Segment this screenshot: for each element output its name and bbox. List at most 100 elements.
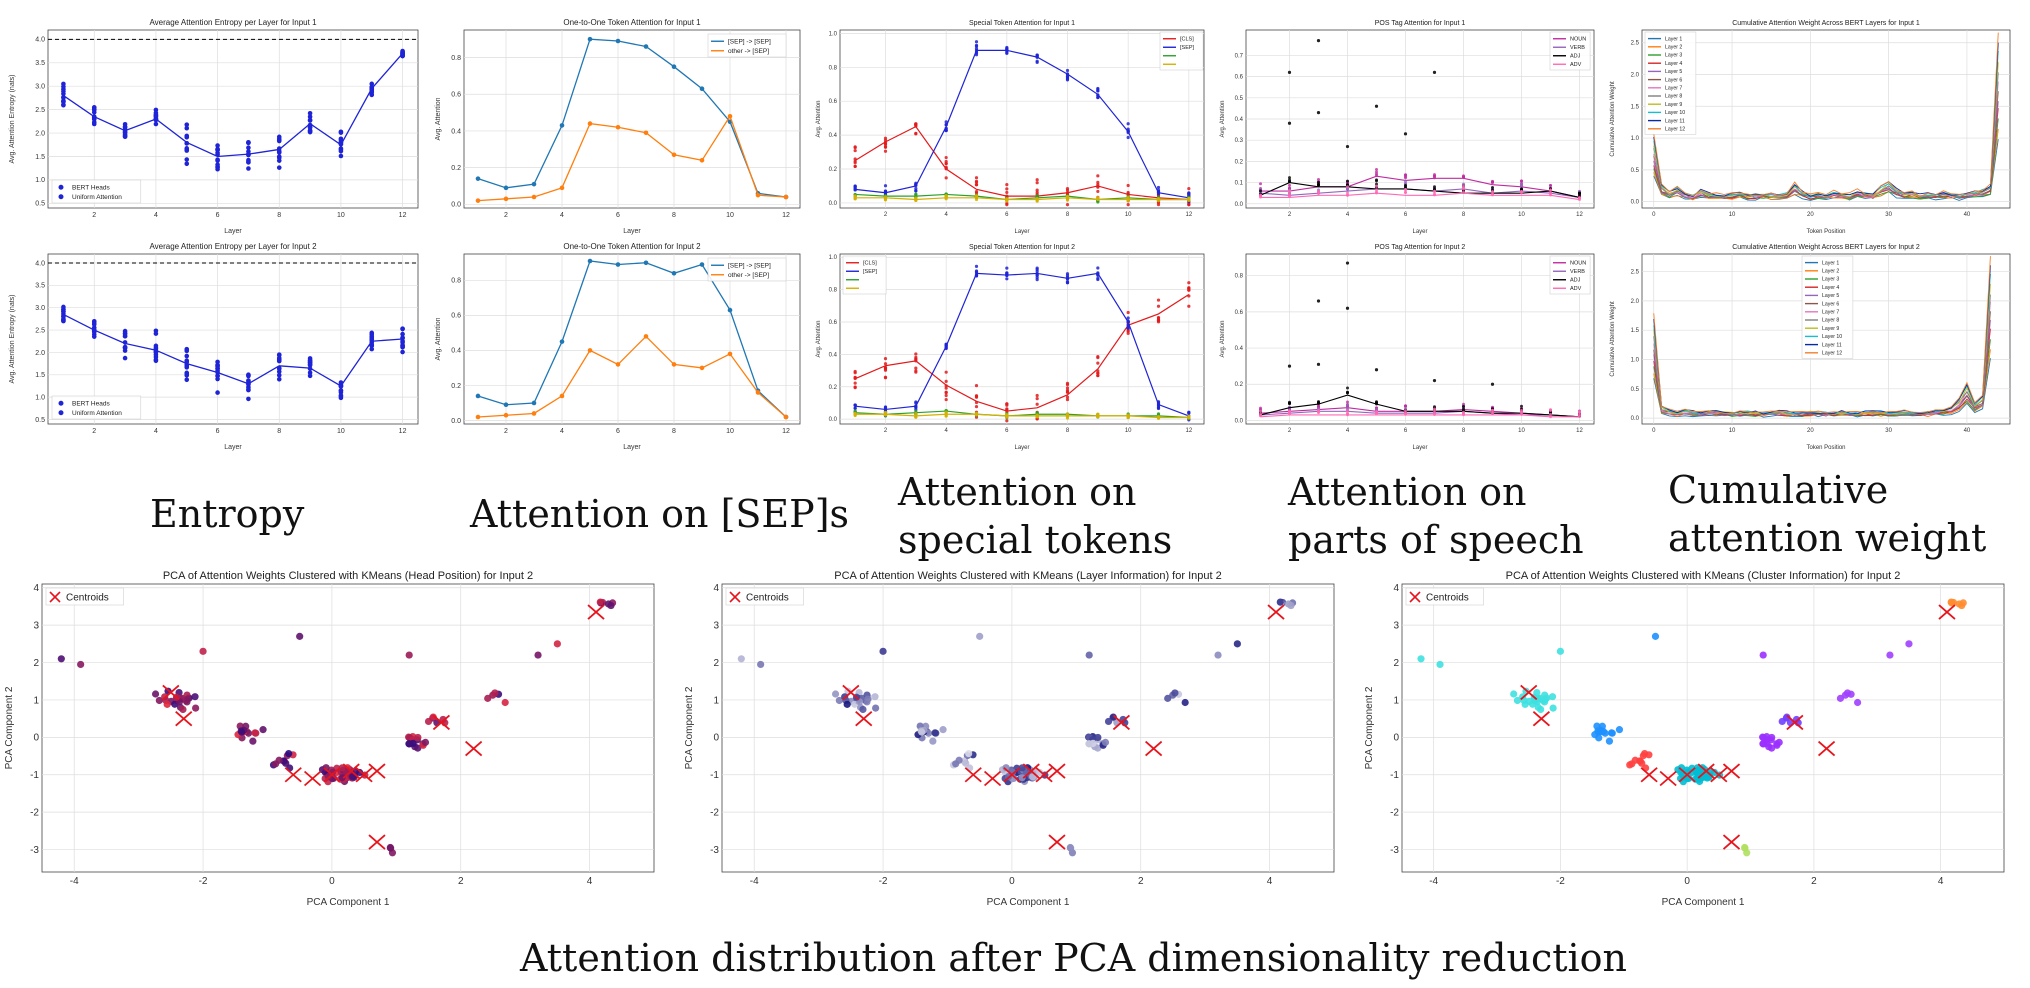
- mean-entropy-line: [63, 313, 403, 387]
- data-point: [531, 181, 537, 187]
- x-axis-label: Layer: [623, 444, 641, 451]
- y-axis-label: Avg. Attention: [1220, 101, 1226, 138]
- head-point: [883, 136, 888, 140]
- x-tick-label: 2: [92, 428, 96, 435]
- y-tick-label: 1.0: [35, 394, 45, 401]
- data-point: [503, 196, 509, 202]
- y-tick-label: -3: [1390, 845, 1399, 856]
- pca-point: [1521, 700, 1529, 708]
- x-tick-label: 8: [277, 428, 281, 435]
- layer-line: [1653, 256, 1991, 414]
- legend-label: [SEP] -> [SEP]: [728, 38, 771, 45]
- legend-label: Layer 7: [1665, 86, 1682, 92]
- pca-point: [872, 704, 880, 712]
- head-point: [914, 411, 918, 416]
- head-point: [944, 129, 948, 133]
- head-point: [914, 400, 918, 404]
- head-point: [1549, 184, 1552, 188]
- head-point: [883, 367, 888, 371]
- chart-title: Special Token Attention for Input 2: [969, 244, 1075, 251]
- pca-point: [1651, 632, 1660, 640]
- head-point: [944, 393, 948, 398]
- series-line: [477, 335, 787, 418]
- y-axis-label: PCA Component 2: [684, 686, 695, 769]
- head-point: [1288, 189, 1291, 193]
- centroid-marker: [1048, 763, 1066, 779]
- head-point: [276, 165, 282, 170]
- x-tick-label: 0: [329, 876, 335, 887]
- x-tick-label: 10: [1125, 428, 1132, 434]
- head-point: [1259, 409, 1262, 413]
- y-tick-label: 4.0: [35, 37, 45, 44]
- pca-point: [322, 764, 330, 772]
- head-point: [974, 384, 979, 388]
- head-point: [1126, 326, 1130, 330]
- data-point: [475, 393, 481, 399]
- caption-line: Attention on: [898, 470, 1137, 514]
- x-tick-label: 4: [1346, 212, 1350, 218]
- y-tick-label: 0.5: [1631, 168, 1640, 174]
- data-point: [615, 124, 621, 130]
- x-tick-label: 12: [399, 212, 407, 219]
- outlier-point: [1345, 144, 1350, 149]
- chart-title: PCA of Attention Weights Clustered with …: [834, 570, 1221, 582]
- head-point: [944, 379, 948, 383]
- pca-point: [1018, 774, 1026, 782]
- x-tick-label: 6: [216, 212, 220, 219]
- y-tick-label: 3.5: [35, 60, 45, 67]
- head-point: [1520, 404, 1523, 408]
- chart-title: POS Tag Attention for Input 2: [1375, 244, 1466, 251]
- pca-point: [1094, 744, 1102, 752]
- head-point: [246, 166, 251, 171]
- pca-point: [918, 728, 926, 736]
- head-point: [153, 357, 159, 363]
- pca-point: [1836, 694, 1845, 702]
- y-axis-label: Avg. Attention: [435, 97, 442, 140]
- legend-box: [51, 179, 142, 204]
- chart-pca-cluster-information: PCA of Attention Weights Clustered with …: [1364, 570, 2005, 908]
- legend-marker: [729, 591, 741, 603]
- x-tick-label: 10: [1729, 212, 1736, 218]
- y-tick-label: 2.0: [35, 350, 45, 357]
- head-point: [1096, 361, 1100, 365]
- head-point: [1375, 407, 1378, 411]
- head-point: [1126, 310, 1130, 315]
- head-point: [944, 397, 948, 402]
- pca-point: [163, 700, 171, 708]
- head-point: [914, 132, 918, 136]
- legend-label: Layer 11: [1665, 118, 1685, 124]
- x-axis-label: Layer: [1412, 229, 1427, 235]
- pca-point: [1181, 698, 1189, 707]
- caption-entropy: Entropy: [150, 490, 304, 538]
- pca-point: [1171, 689, 1179, 697]
- x-tick-label: 4: [1938, 876, 1944, 887]
- caption-line: Attention distribution after PCA dimensi…: [520, 936, 1628, 980]
- pca-point: [484, 694, 492, 702]
- pca-point: [1710, 768, 1719, 777]
- y-tick-label: 0: [713, 733, 719, 744]
- y-tick-label: 0.2: [451, 165, 461, 172]
- centroid-marker: [1722, 834, 1741, 850]
- x-axis-label: Layer: [224, 228, 242, 235]
- chart-pca-layer-information: PCA of Attention Weights Clustered with …: [684, 570, 1335, 908]
- head-point: [853, 184, 857, 188]
- head-point: [1462, 404, 1465, 408]
- y-tick-label: 0: [33, 733, 39, 744]
- head-point: [1317, 178, 1320, 182]
- pca-point: [871, 693, 879, 701]
- head-point: [1035, 181, 1039, 185]
- head-point: [1126, 329, 1130, 333]
- head-point: [853, 145, 857, 150]
- x-tick-label: 12: [782, 428, 790, 435]
- head-point: [914, 186, 918, 191]
- x-tick-label: 6: [1404, 428, 1408, 434]
- head-point: [1005, 407, 1009, 411]
- head-point: [1375, 188, 1378, 192]
- head-point: [1375, 167, 1378, 171]
- data-point: [643, 44, 649, 49]
- head-point: [853, 194, 857, 198]
- pca-point: [1018, 764, 1026, 772]
- legend-label: BERT Heads: [72, 184, 110, 191]
- legend-box: [1801, 255, 1854, 359]
- legend-label: ADJ: [1570, 278, 1581, 284]
